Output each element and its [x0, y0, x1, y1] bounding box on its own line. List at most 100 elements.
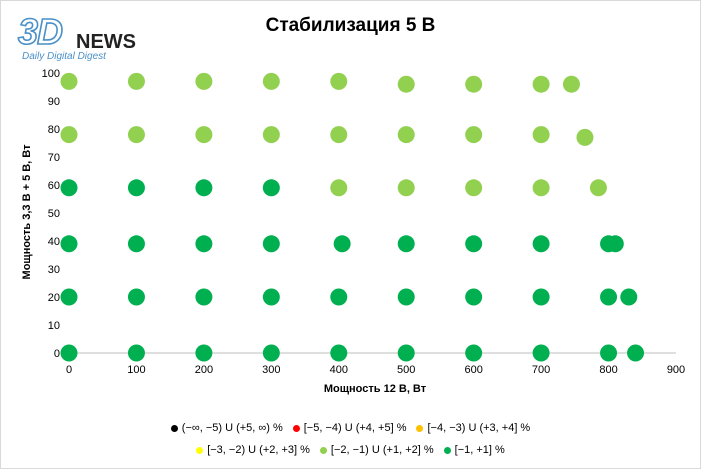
- data-point: [127, 288, 145, 306]
- legend-marker-icon: [443, 446, 451, 454]
- legend-entry: (−∞, −5) U (+5, ∞) %: [170, 422, 283, 434]
- x-tick-label: 300: [262, 364, 280, 376]
- data-point: [589, 179, 607, 197]
- data-point: [262, 126, 280, 144]
- data-point: [600, 344, 618, 362]
- data-point: [532, 288, 550, 306]
- y-tick-label: 40: [48, 236, 60, 248]
- data-point: [127, 126, 145, 144]
- data-point: [397, 235, 415, 253]
- data-point: [195, 179, 213, 197]
- data-point: [532, 75, 550, 93]
- data-point: [195, 344, 213, 362]
- legend-marker-icon: [170, 424, 178, 432]
- site-logo[interactable]: 3D NEWS Daily Digital Digest: [17, 13, 148, 62]
- data-point: [606, 235, 624, 253]
- legend-label: [−2, −1) U (+1, +2] %: [330, 444, 434, 456]
- x-tick-label: 900: [667, 364, 685, 376]
- legend-entry: [−4, −3) U (+3, +4] %: [416, 422, 530, 434]
- data-point: [195, 288, 213, 306]
- legend-label: [−1, +1] %: [454, 444, 505, 456]
- data-point: [127, 235, 145, 253]
- legend-marker-icon: [292, 424, 300, 432]
- legend-marker-icon: [416, 424, 424, 432]
- x-tick-label: 100: [127, 364, 145, 376]
- y-tick-label: 0: [54, 348, 60, 360]
- data-point: [562, 75, 580, 93]
- logo-name: NEWS: [76, 31, 136, 53]
- chart-title: Стабилизация 5 В: [265, 15, 436, 36]
- data-point: [465, 75, 483, 93]
- data-point: [397, 344, 415, 362]
- data-point: [532, 344, 550, 362]
- data-point: [262, 72, 280, 90]
- data-point: [195, 126, 213, 144]
- data-point: [60, 179, 78, 197]
- x-axis-label: Мощность 12 В, Вт: [324, 383, 427, 395]
- y-axis-label: Мощность 3,3 В + 5 В, Вт: [21, 144, 33, 280]
- y-tick-label: 80: [48, 124, 60, 136]
- data-point: [330, 344, 348, 362]
- legend-entry: [−2, −1) U (+1, +2] %: [319, 444, 434, 456]
- data-point: [465, 126, 483, 144]
- data-point: [262, 235, 280, 253]
- y-tick-label: 20: [48, 292, 60, 304]
- data-point: [127, 179, 145, 197]
- scatter-plot: 0 100 200 300 400 500 600 700 800 900 0 10 20 30 40 50 6…: [21, 68, 685, 395]
- data-point: [397, 126, 415, 144]
- data-point: [532, 179, 550, 197]
- legend-entry: [−1, +1] %: [443, 444, 505, 456]
- data-point: [262, 288, 280, 306]
- data-point: [397, 75, 415, 93]
- data-point: [330, 288, 348, 306]
- data-point: [627, 344, 645, 362]
- data-point: [60, 126, 78, 144]
- data-point: [465, 288, 483, 306]
- legend-marker-icon: [319, 446, 327, 454]
- data-point: [60, 344, 78, 362]
- data-point: [195, 235, 213, 253]
- data-point: [195, 72, 213, 90]
- data-point: [397, 288, 415, 306]
- y-tick-label: 30: [48, 264, 60, 276]
- y-tick-label: 10: [48, 320, 60, 332]
- x-tick-label: 500: [397, 364, 415, 376]
- y-tick-label: 50: [48, 208, 60, 220]
- legend-row: (−∞, −5) U (+5, ∞) % [−5, −4) U (+4, +5] …: [0, 417, 701, 439]
- data-point: [620, 288, 638, 306]
- y-tick-label: 70: [48, 152, 60, 164]
- logo-tagline: Daily Digital Digest: [22, 51, 106, 62]
- data-point: [532, 235, 550, 253]
- data-point: [465, 235, 483, 253]
- data-point: [532, 126, 550, 144]
- data-point: [127, 344, 145, 362]
- data-point: [465, 344, 483, 362]
- data-point: [60, 235, 78, 253]
- data-point: [127, 72, 145, 90]
- x-tick-label: 800: [599, 364, 617, 376]
- legend-marker-icon: [196, 446, 204, 454]
- legend-row: [−3, −2) U (+2, +3] % [−2, −1) U (+1, +2]…: [0, 439, 701, 461]
- data-point: [262, 344, 280, 362]
- x-tick-label: 600: [464, 364, 482, 376]
- data-point: [397, 179, 415, 197]
- data-point: [600, 288, 618, 306]
- legend-label: [−4, −3) U (+3, +4] %: [427, 422, 531, 434]
- data-point: [262, 179, 280, 197]
- data-point: [330, 126, 348, 144]
- data-point: [465, 179, 483, 197]
- data-point: [60, 72, 78, 90]
- x-tick-label: 700: [532, 364, 550, 376]
- legend-label: (−∞, −5) U (+5, ∞) %: [181, 422, 283, 434]
- x-tick-label: 400: [330, 364, 348, 376]
- legend-label: [−3, −2) U (+2, +3] %: [207, 444, 310, 456]
- y-tick-label: 60: [48, 180, 60, 192]
- chart-legend: (−∞, −5) U (+5, ∞) % [−5, −4) U (+4, +5] …: [0, 417, 701, 461]
- legend-entry: [−5, −4) U (+4, +5] %: [292, 422, 407, 434]
- data-point: [60, 288, 78, 306]
- x-tick-label: 200: [195, 364, 213, 376]
- legend-entry: [−3, −2) U (+2, +3] %: [196, 444, 310, 456]
- legend-label: [−5, −4) U (+4, +5] %: [303, 422, 407, 434]
- data-point: [330, 72, 348, 90]
- data-point: [333, 235, 351, 253]
